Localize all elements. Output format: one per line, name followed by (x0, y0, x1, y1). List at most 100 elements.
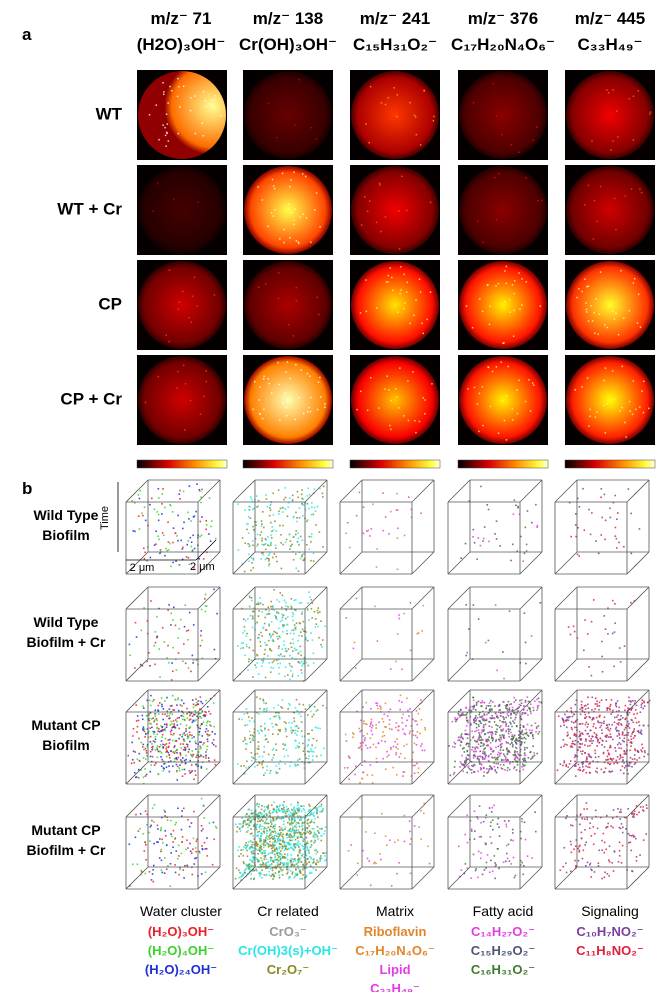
particle (511, 739, 513, 741)
particle (603, 615, 605, 617)
particle (302, 628, 304, 630)
speckle (506, 266, 508, 268)
speckle (282, 402, 284, 404)
particle (524, 749, 526, 751)
particle (270, 542, 272, 544)
particle (278, 852, 280, 854)
particle (256, 545, 258, 547)
particle (264, 806, 266, 808)
particle (406, 698, 408, 700)
particle (261, 764, 263, 766)
particle (586, 759, 588, 761)
particle (614, 717, 616, 719)
particle (530, 751, 532, 753)
speckle (399, 293, 401, 295)
particle (191, 771, 193, 773)
particle (253, 818, 255, 820)
cube-edge (126, 690, 148, 712)
particle (324, 855, 326, 857)
particle (172, 726, 174, 728)
speckle (167, 102, 169, 104)
particle (294, 811, 296, 813)
particle (287, 859, 289, 861)
particle (250, 734, 252, 736)
speckle (311, 127, 313, 128)
particle (210, 540, 212, 542)
particle (212, 731, 214, 733)
particle (310, 711, 312, 713)
particle (606, 735, 608, 737)
particle (176, 535, 178, 537)
particle (508, 733, 510, 735)
particle (584, 717, 586, 719)
particle (631, 738, 633, 740)
speckle (158, 376, 160, 378)
particle (265, 677, 267, 679)
particle (159, 746, 161, 748)
particle (157, 749, 159, 751)
particle (279, 655, 281, 657)
particle (510, 560, 512, 562)
particle (395, 754, 397, 756)
particle (418, 767, 420, 769)
speckle (286, 415, 288, 417)
speckle (518, 272, 520, 274)
particle (609, 764, 611, 766)
particle (320, 835, 322, 837)
particle (455, 721, 457, 723)
particle (294, 740, 296, 742)
particle (296, 808, 298, 810)
particle (268, 805, 270, 807)
particle (143, 776, 145, 778)
particle (274, 842, 276, 844)
speckle (365, 279, 367, 281)
particle (180, 743, 182, 745)
particle (627, 765, 629, 767)
speckle (606, 89, 608, 91)
particle (524, 553, 526, 555)
speckle (625, 195, 627, 197)
particle (617, 512, 619, 514)
speckle (506, 439, 508, 441)
particle (206, 728, 208, 730)
speckle (365, 123, 367, 125)
particle (397, 633, 399, 635)
particle (639, 757, 641, 759)
particle (199, 490, 201, 492)
particle (317, 612, 319, 614)
particle (478, 720, 480, 722)
speckle (317, 409, 319, 411)
particle (202, 828, 204, 830)
particle (258, 815, 260, 817)
particle (202, 703, 204, 705)
particle (582, 770, 584, 772)
speckle (173, 198, 175, 200)
particle (290, 854, 292, 856)
particle (537, 733, 539, 735)
particle (309, 805, 311, 807)
particle (188, 667, 190, 669)
particle (465, 543, 467, 545)
speckle (416, 134, 418, 136)
particle (359, 782, 361, 784)
particle (296, 622, 298, 624)
particle (301, 721, 303, 723)
particle (286, 633, 288, 635)
particle (168, 604, 170, 606)
particle (182, 836, 184, 838)
particle (301, 822, 303, 824)
speckle (479, 393, 481, 395)
particle (176, 704, 178, 706)
particle (252, 615, 254, 617)
particle (299, 662, 301, 664)
particle (292, 829, 294, 831)
particle (318, 861, 320, 863)
particle (396, 722, 398, 724)
particle (260, 872, 262, 874)
particle (345, 532, 347, 534)
particle (160, 744, 162, 746)
particle (485, 739, 487, 741)
particle (176, 779, 178, 781)
particle (315, 853, 317, 855)
particle (263, 832, 265, 834)
